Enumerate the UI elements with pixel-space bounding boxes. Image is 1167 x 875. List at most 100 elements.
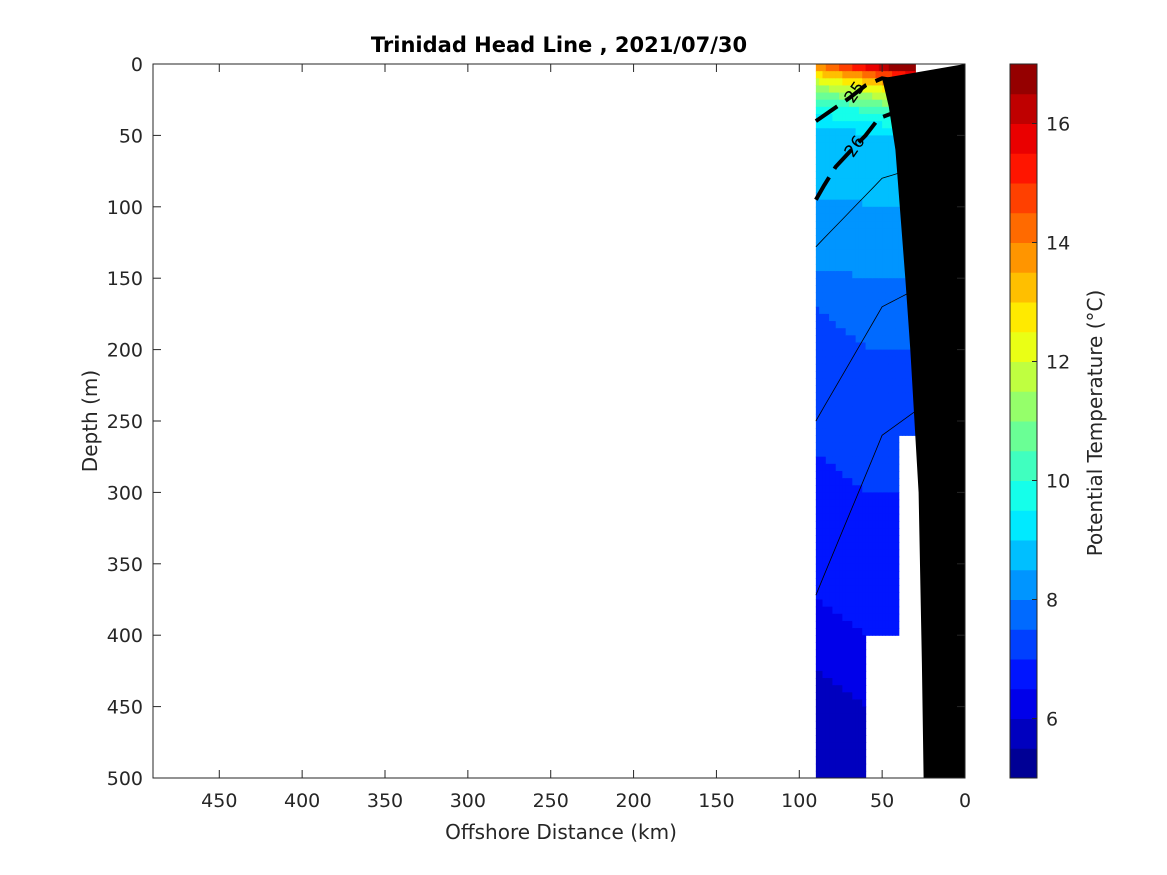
heatmap-cell	[892, 321, 896, 329]
heatmap-cell	[815, 71, 820, 79]
heatmap-cell	[849, 142, 853, 151]
heatmap-cell	[852, 678, 857, 686]
heatmap-cell	[825, 463, 830, 472]
heatmap-cell	[872, 399, 877, 408]
heatmap-cell	[825, 549, 830, 558]
heatmap-cell	[875, 271, 880, 279]
heatmap-cell	[855, 685, 860, 693]
heatmap-cell	[872, 378, 877, 386]
heatmap-cell	[822, 556, 827, 565]
heatmap-cell	[829, 271, 834, 279]
heatmap-cell	[858, 213, 863, 222]
heatmap-cell	[855, 513, 860, 522]
heatmap-cell	[842, 363, 847, 372]
heatmap-cell	[849, 435, 853, 444]
heatmap-cell	[819, 749, 824, 758]
heatmap-cell	[855, 178, 860, 186]
heatmap-cell	[849, 163, 853, 172]
heatmap-cell	[832, 363, 837, 372]
heatmap-cell	[882, 221, 887, 229]
heatmap-cell	[842, 620, 847, 629]
heatmap-cell	[908, 421, 913, 429]
heatmap-cell	[842, 321, 847, 329]
heatmap-cell	[822, 206, 827, 215]
heatmap-cell	[868, 335, 873, 344]
heatmap-cell	[875, 242, 880, 251]
heatmap-cell	[868, 263, 873, 272]
heatmap-cell	[835, 99, 840, 108]
heatmap-cell	[815, 149, 820, 158]
heatmap-cell	[855, 256, 860, 265]
heatmap-cell	[819, 699, 824, 708]
heatmap-cell	[892, 342, 896, 351]
heatmap-cell	[835, 135, 840, 144]
heatmap-cell	[911, 428, 916, 436]
heatmap-cell	[852, 692, 857, 701]
heatmap-cell	[842, 763, 847, 772]
heatmap-cell	[835, 549, 840, 558]
heatmap-cell	[822, 99, 827, 108]
heatmap-cell	[845, 349, 850, 358]
heatmap-cell	[842, 635, 847, 643]
heatmap-cell	[839, 463, 843, 472]
heatmap-cell	[815, 570, 820, 579]
heatmap-cell	[822, 749, 827, 758]
heatmap-cell	[892, 385, 896, 394]
heatmap-cell	[822, 113, 827, 122]
heatmap-cell	[819, 99, 824, 108]
heatmap-cell	[845, 628, 850, 636]
heatmap-cell	[872, 478, 877, 486]
heatmap-cell	[878, 299, 883, 308]
heatmap-cell	[875, 470, 880, 479]
heatmap-cell	[858, 292, 863, 301]
heatmap-cell	[829, 563, 834, 572]
heatmap-cell	[829, 756, 834, 765]
heatmap-cell	[878, 599, 883, 608]
heatmap-cell	[835, 463, 840, 472]
heatmap-cell	[868, 156, 873, 165]
heatmap-cell	[835, 92, 840, 101]
heatmap-cell	[855, 592, 860, 601]
heatmap-cell	[892, 64, 896, 72]
heatmap-cell	[855, 442, 860, 451]
heatmap-cell	[878, 556, 883, 565]
heatmap-cell	[852, 249, 857, 258]
heatmap-cell	[839, 606, 843, 615]
heatmap-cell	[872, 171, 877, 179]
heatmap-cell	[855, 735, 860, 743]
heatmap-cell	[858, 642, 863, 651]
heatmap-cell	[835, 456, 840, 465]
heatmap-cell	[892, 313, 896, 322]
heatmap-cell	[819, 121, 824, 129]
colorbar-swatch	[1010, 93, 1037, 124]
heatmap-cell	[865, 292, 870, 301]
heatmap-cell	[858, 313, 863, 322]
heatmap-cell	[868, 106, 873, 115]
heatmap-cell	[858, 349, 863, 358]
heatmap-cell	[858, 692, 863, 701]
heatmap-cell	[858, 685, 863, 693]
heatmap-cell	[815, 628, 820, 636]
heatmap-cell	[842, 378, 847, 386]
heatmap-cell	[849, 335, 853, 344]
heatmap-cell	[825, 649, 830, 658]
heatmap-cell	[882, 506, 887, 515]
heatmap-cell	[832, 735, 837, 743]
heatmap-cell	[839, 421, 843, 429]
heatmap-cell	[888, 356, 893, 365]
heatmap-cell	[898, 385, 903, 394]
heatmap-cell	[822, 292, 827, 301]
colorbar-swatch	[1010, 272, 1037, 303]
heatmap-cell	[839, 85, 843, 94]
heatmap-cell	[888, 199, 893, 208]
heatmap-cell	[835, 306, 840, 315]
heatmap-cell	[849, 520, 853, 529]
heatmap-cell	[819, 570, 824, 579]
heatmap-cell	[842, 742, 847, 751]
heatmap-cell	[819, 628, 824, 636]
heatmap-cell	[888, 235, 893, 244]
heatmap-cell	[839, 392, 843, 401]
heatmap-cell	[875, 520, 880, 529]
heatmap-cell	[905, 328, 910, 336]
heatmap-cell	[878, 606, 883, 615]
